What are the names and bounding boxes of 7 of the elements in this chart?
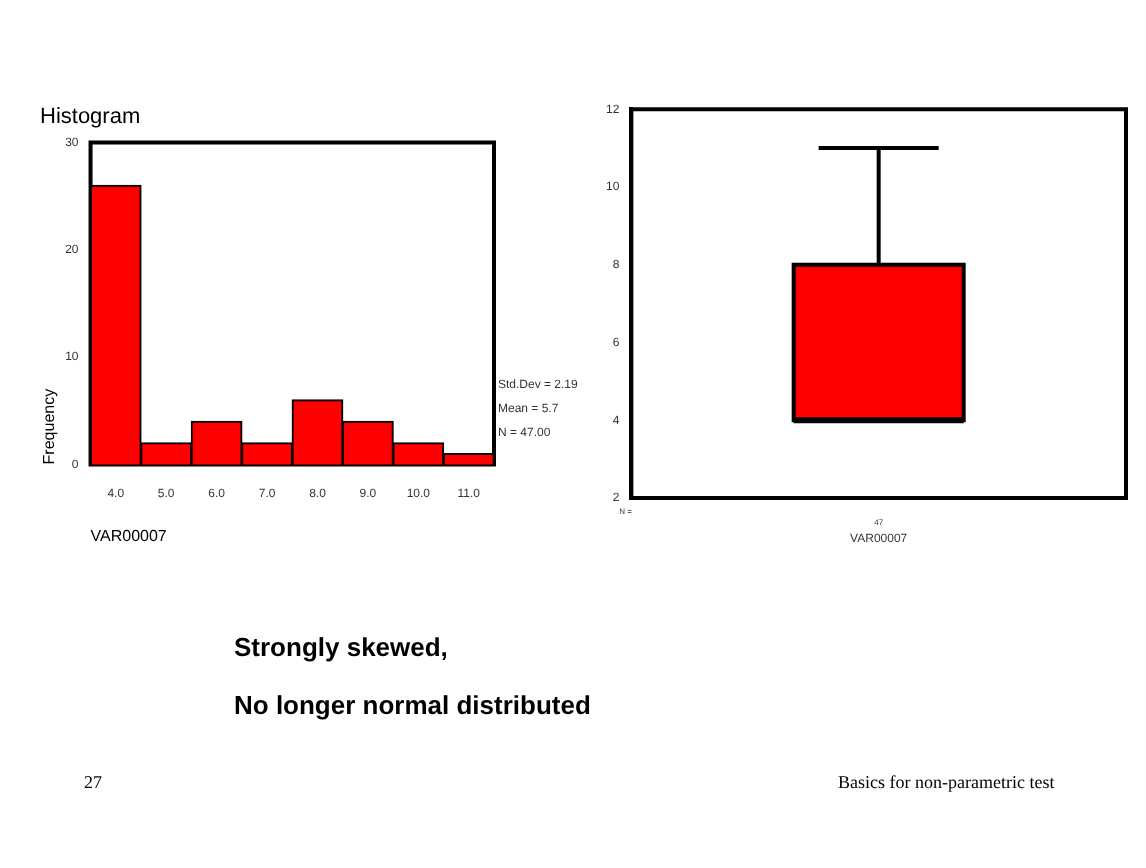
text: Basics for non-parametric test bbox=[838, 772, 1055, 792]
chart-title: Histogram bbox=[40, 105, 141, 130]
x-axis-title: VAR00007 bbox=[90, 526, 168, 545]
y-axis-title: Frequency bbox=[40, 388, 59, 465]
text: No longer normal distributed bbox=[234, 690, 591, 720]
text: Strongly skewed, bbox=[234, 632, 448, 662]
text: 27 bbox=[84, 772, 102, 792]
